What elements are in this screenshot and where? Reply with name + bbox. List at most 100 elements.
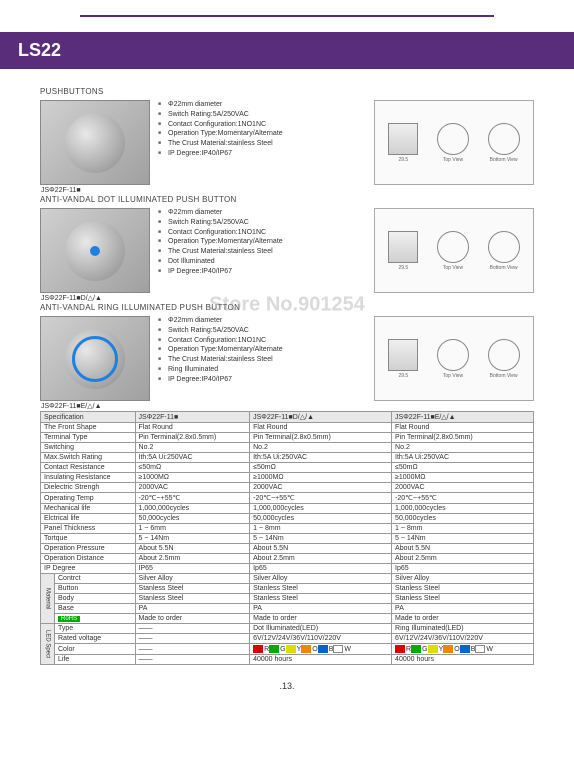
table-cell: IP Degree — [41, 564, 136, 574]
table-cell: Flat Round — [250, 423, 392, 433]
table-cell: -20℃~+55℃ — [392, 493, 534, 504]
spec-item: Φ22mm diameter — [158, 208, 366, 218]
table-cell: Flat Round — [135, 423, 250, 433]
table-cell: No.2 — [392, 443, 534, 453]
table-cell: Contact Resistance — [41, 463, 136, 473]
table-cell: Stanless Steel — [250, 584, 392, 594]
table-cell: No.2 — [250, 443, 392, 453]
table-cell: Base — [55, 604, 136, 614]
table-cell: Elctrical life — [41, 514, 136, 524]
table-cell: Pin Terminal(2.8x0.5mm) — [392, 433, 534, 443]
table-row: Mechanical life1,000,000cycles1,000,000c… — [41, 504, 534, 514]
table-header: JSΦ22F-11■D/△/▲ — [250, 412, 392, 423]
table-cell: Flat Round — [392, 423, 534, 433]
table-cell: Stanless Steel — [392, 584, 534, 594]
table-cell: Body — [55, 594, 136, 604]
table-cell: Operation Pressure — [41, 544, 136, 554]
specs-list: Φ22mm diameterSwitch Rating:5A/250VACCon… — [158, 100, 366, 159]
table-cell: Silver Alloy — [135, 574, 250, 584]
table-cell: Stanless Steel — [135, 594, 250, 604]
spec-item: The Crust Material:stainless Steel — [158, 247, 366, 257]
table-cell: 1 ~ 6mm — [135, 524, 250, 534]
table-row: Life——40000 hours40000 hours — [41, 655, 534, 665]
table-cell: Pin Terminal(2.8x0.5mm) — [135, 433, 250, 443]
specs-list: Φ22mm diameterSwitch Rating:5A/250VACCon… — [158, 316, 366, 385]
table-cell: 5 ~ 14Nm — [392, 534, 534, 544]
table-row: Color——RGYOBWRGYOBW — [41, 644, 534, 655]
spec-item: IP Degree:IP40/IP67 — [158, 267, 366, 277]
table-cell: 50,000cycles — [250, 514, 392, 524]
table-cell: -20℃~+55℃ — [250, 493, 392, 504]
table-row: Panel Thickness1 ~ 6mm1 ~ 8mm1 ~ 8mm — [41, 524, 534, 534]
table-header: Specification — [41, 412, 136, 423]
table-cell: ≤50mΩ — [250, 463, 392, 473]
section-title: ANTI-VANDAL RING ILLUMINATED PUSH BUTTON — [40, 303, 534, 312]
table-cell: 2000VAC — [250, 483, 392, 493]
table-cell: Panel Thickness — [41, 524, 136, 534]
table-cell: PA — [135, 604, 250, 614]
page-title: LS22 — [10, 36, 69, 65]
table-cell: —— — [135, 655, 250, 665]
table-cell: 6V/12V/24V/36V/110V/220V — [250, 634, 392, 644]
table-cell: 2000VAC — [392, 483, 534, 493]
table-cell: Contrct — [55, 574, 136, 584]
spec-item: The Crust Material:stainless Steel — [158, 139, 366, 149]
spec-item: Dot Illuminated — [158, 257, 366, 267]
table-cell: ≥1000MΩ — [250, 473, 392, 483]
table-row: The Front ShapeFlat RoundFlat RoundFlat … — [41, 423, 534, 433]
table-row: MaterialContrctSilver AlloySilver AlloyS… — [41, 574, 534, 584]
table-row: RoHSMade to orderMade to orderMade to or… — [41, 614, 534, 624]
table-row: IP DegreeIP65Ip65Ip65 — [41, 564, 534, 574]
table-cell: Insulating Resistance — [41, 473, 136, 483]
table-cell: About 2.5mm — [392, 554, 534, 564]
spec-item: Φ22mm diameter — [158, 316, 366, 326]
section-title: ANTI-VANDAL DOT ILLUMINATED PUSH BUTTON — [40, 195, 534, 204]
page-number: .13. — [0, 675, 574, 697]
product-row: JSΦ22F-11■D/△/▲Φ22mm diameterSwitch Rati… — [40, 208, 534, 293]
table-cell: Mechanical life — [41, 504, 136, 514]
spec-item: Operation Type:Momentary/Alternate — [158, 129, 366, 139]
table-cell: Stanless Steel — [392, 594, 534, 604]
table-cell: Type — [55, 624, 136, 634]
spec-item: The Crust Material:stainless Steel — [158, 355, 366, 365]
table-cell: Max.Switch Rating — [41, 453, 136, 463]
spec-item: Ring Illuminated — [158, 365, 366, 375]
product-row: JSΦ22F-11■Φ22mm diameterSwitch Rating:5A… — [40, 100, 534, 185]
table-cell: Made to order — [250, 614, 392, 624]
spec-item: Operation Type:Momentary/Alternate — [158, 345, 366, 355]
table-cell: 5 ~ 14Nm — [135, 534, 250, 544]
product-code: JSΦ22F-11■D/△/▲ — [41, 294, 102, 302]
table-cell: 1,000,000cycles — [135, 504, 250, 514]
table-cell: 40000 hours — [250, 655, 392, 665]
table-cell: Terminal Type — [41, 433, 136, 443]
tech-diagram: 29.5Top ViewBottom View — [374, 208, 534, 293]
table-cell: Switching — [41, 443, 136, 453]
spec-item: Contact Configuration:1NO1NC — [158, 120, 366, 130]
table-cell: Life — [55, 655, 136, 665]
table-cell: 2000VAC — [135, 483, 250, 493]
spec-table: SpecificationJSΦ22F-11■JSΦ22F-11■D/△/▲JS… — [40, 411, 534, 665]
table-cell: Ring Illuminated(LED) — [392, 624, 534, 634]
table-cell: 40000 hours — [392, 655, 534, 665]
table-cell: —— — [135, 624, 250, 634]
table-cell: Stanless Steel — [250, 594, 392, 604]
table-cell: Ip65 — [250, 564, 392, 574]
view-label: Bottom View — [490, 373, 518, 379]
table-cell: About 5.5N — [250, 544, 392, 554]
spec-item: Φ22mm diameter — [158, 100, 366, 110]
table-cell: Silver Alloy — [392, 574, 534, 584]
table-cell: RGYOBW — [392, 644, 534, 655]
spec-item: Operation Type:Momentary/Alternate — [158, 237, 366, 247]
table-cell: Pin Terminal(2.8x0.5mm) — [250, 433, 392, 443]
table-cell: About 5.5N — [392, 544, 534, 554]
spec-item: Contact Configuration:1NO1NC — [158, 228, 366, 238]
view-label: Top View — [443, 373, 463, 379]
table-header: JSΦ22F-11■E/△/▲ — [392, 412, 534, 423]
page-header: LS22 — [0, 32, 574, 69]
table-row: BasePAPAPA — [41, 604, 534, 614]
section-title: PUSHBUTTONS — [40, 87, 534, 96]
product-code: JSΦ22F-11■ — [41, 187, 81, 194]
table-cell: RoHS — [55, 614, 136, 624]
specs-list: Φ22mm diameterSwitch Rating:5A/250VACCon… — [158, 208, 366, 277]
table-cell: ≤50mΩ — [392, 463, 534, 473]
